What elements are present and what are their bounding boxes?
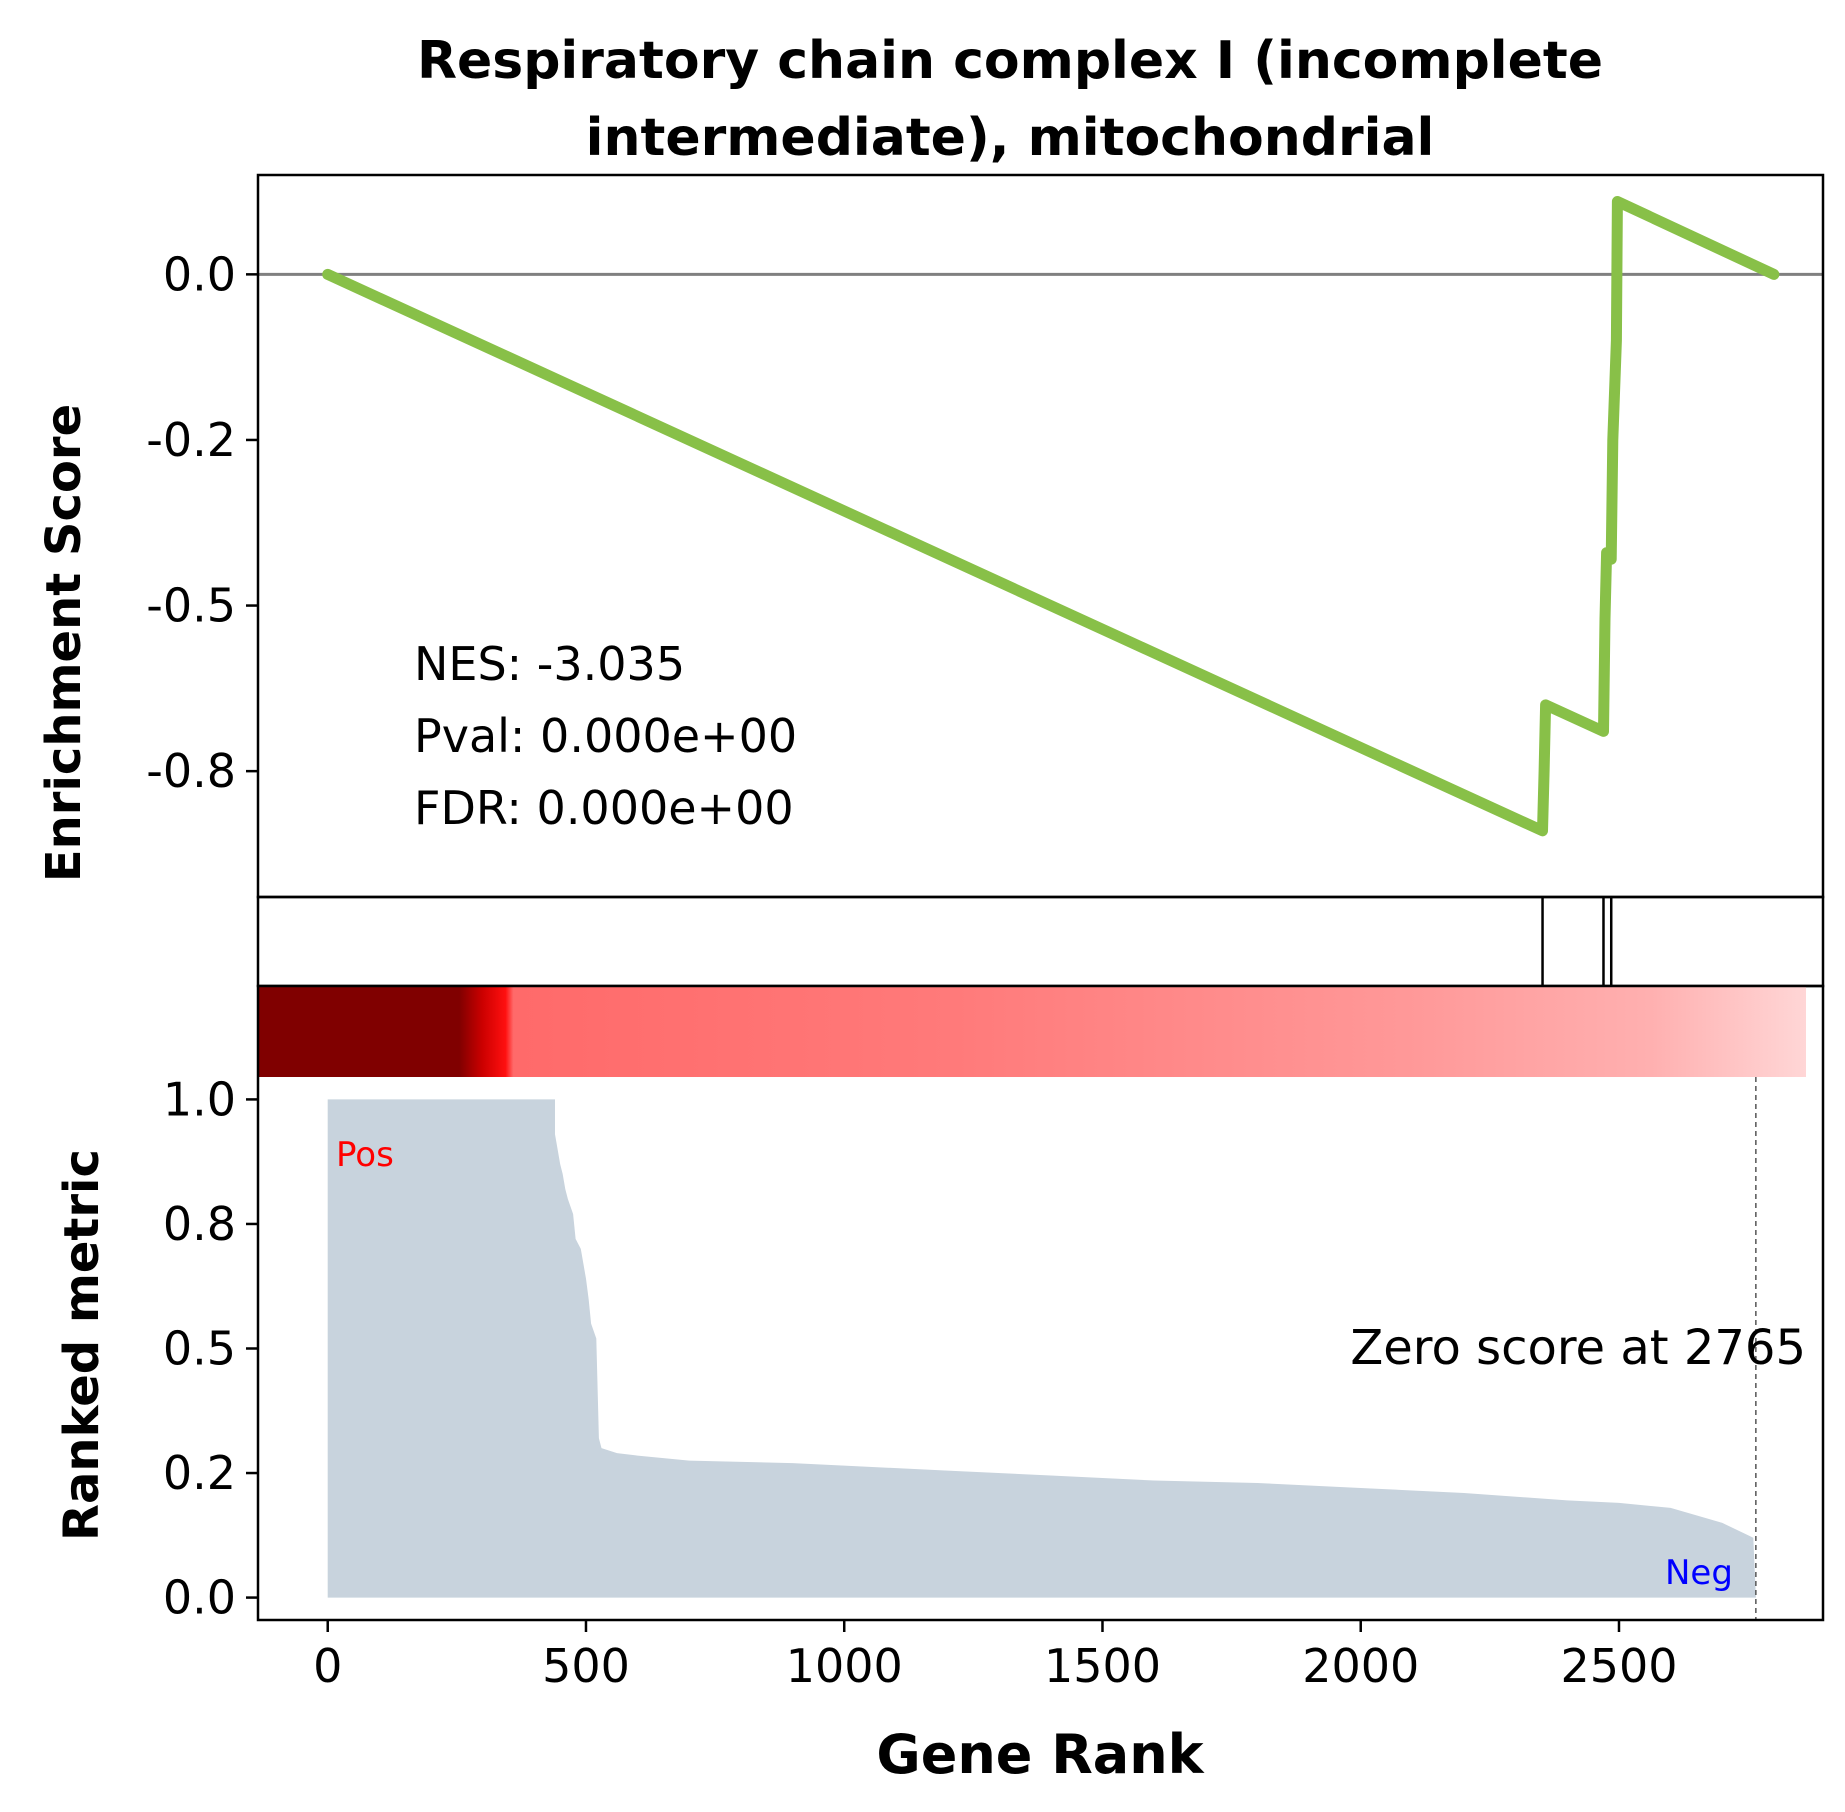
ranked-metric-y-tick-label: 0.0: [163, 1571, 236, 1625]
pos-label: Pos: [336, 1135, 394, 1175]
neg-label: Neg: [1665, 1553, 1733, 1593]
enrichment-y-tick-label: 0.0: [163, 247, 236, 301]
ranked-metric-y-tick-label: 0.8: [163, 1197, 236, 1251]
enrichment-panel: 0.0 -0.2 -0.5 -0.8 Enrichment Score NES: -3…: [36, 173, 1825, 899]
enrichment-y-ticks: 0.0 -0.2 -0.5 -0.8: [146, 247, 258, 798]
x-axis-label: Gene Rank: [876, 1723, 1204, 1786]
nes-annotation: NES: -3.035: [414, 637, 685, 691]
x-tick-label: 0: [313, 1639, 342, 1693]
enrichment-y-tick-label: -0.5: [146, 579, 236, 633]
ranked-metric-area: [327, 1099, 1774, 1598]
x-tick-label: 500: [542, 1639, 630, 1693]
fdr-annotation: FDR: 0.000e+00: [414, 781, 794, 835]
ranked-metric-panel-frame: [256, 984, 1825, 1622]
enrichment-y-tick-label: -0.2: [146, 413, 236, 467]
pval-annotation: Pval: 0.000e+00: [414, 709, 797, 763]
ranked-metric-y-axis-label: Ranked metric: [54, 1149, 110, 1541]
x-tick-label: 1000: [786, 1639, 903, 1693]
x-tick-label: 1500: [1044, 1639, 1161, 1693]
enrichment-y-axis-label: Enrichment Score: [36, 404, 92, 882]
chart-title-line-2: intermediate), mitochondrial: [586, 108, 1435, 168]
enrichment-y-tick-label: -0.8: [146, 744, 236, 798]
ranked-metric-panel: Pos Neg Zero score at 2765 0.0 0.2 0.5 0.8 1…: [54, 984, 1825, 1625]
x-axis-ticks: 0 500 1000 1500 2000 2500: [313, 1620, 1678, 1693]
enrichment-score-line: [322, 196, 1780, 837]
x-tick-label: 2000: [1302, 1639, 1419, 1693]
ranked-metric-y-tick-label: 1.0: [163, 1072, 236, 1126]
rank-heatmap: [258, 986, 1806, 1077]
hit-lines: [1541, 897, 1613, 986]
ranked-metric-y-tick-label: 0.5: [163, 1322, 236, 1376]
x-tick-label: 2500: [1560, 1639, 1677, 1693]
ranked-metric-y-tick-label: 0.2: [163, 1446, 236, 1500]
hits-panel: [256, 895, 1825, 988]
zero-score-annotation: Zero score at 2765: [1350, 1320, 1806, 1376]
hits-panel-frame: [256, 895, 1825, 988]
ranked-metric-y-ticks: 0.0 0.2 0.5 0.8 1.0: [163, 1072, 258, 1625]
chart-title-line-1: Respiratory chain complex I (incomplete: [417, 31, 1603, 91]
